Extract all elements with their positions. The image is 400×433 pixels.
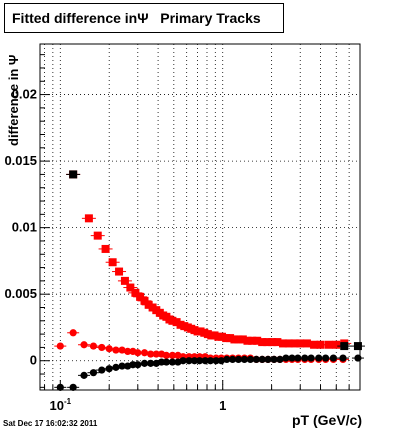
data-point-square <box>238 335 247 344</box>
data-point-circle <box>56 383 64 391</box>
data-point-circle <box>69 383 77 391</box>
data-point-square <box>136 292 145 301</box>
y-tick-label: 0.005 <box>4 286 37 301</box>
y-tick-label: 0 <box>30 353 37 368</box>
data-point-square <box>168 316 177 325</box>
data-point-square <box>131 288 140 297</box>
data-point-circle <box>301 354 309 362</box>
data-point-square <box>273 338 282 347</box>
data-point-circle <box>112 363 120 371</box>
data-point-circle <box>354 354 362 362</box>
data-point-square <box>253 336 262 345</box>
data-point-circle <box>56 342 64 350</box>
data-point-square <box>84 214 93 223</box>
data-point-square <box>324 340 333 349</box>
data-point-circle <box>322 354 330 362</box>
data-point-square <box>218 332 227 341</box>
data-point-square <box>140 296 149 305</box>
data-point-circle <box>112 346 120 354</box>
data-point-square <box>69 170 78 179</box>
data-point-circle <box>276 355 284 363</box>
data-point-square <box>353 342 362 351</box>
title-box: Fitted difference inΨ Primary Tracks <box>4 3 284 33</box>
data-point-circle <box>134 361 142 369</box>
data-point-square <box>93 231 102 240</box>
data-point-square <box>316 340 325 349</box>
data-point-circle <box>80 341 88 349</box>
data-point-circle <box>282 354 290 362</box>
data-point-circle <box>80 371 88 379</box>
data-point-square <box>332 340 341 349</box>
data-point-square <box>108 258 117 267</box>
y-tick-label: 0.01 <box>12 220 37 235</box>
data-point-circle <box>98 366 106 374</box>
data-point-square <box>101 244 110 253</box>
x-tick-label: 10-1 <box>49 397 71 413</box>
y-tick-label: 0.02 <box>12 87 37 102</box>
data-point-circle <box>89 369 98 377</box>
chart-title: Fitted difference inΨ Primary Tracks <box>12 10 261 26</box>
data-point-square <box>302 339 311 348</box>
timestamp: Sat Dec 17 16:02:32 2011 <box>3 419 98 428</box>
data-point-square <box>126 283 135 292</box>
data-point-circle <box>294 354 302 362</box>
x-tick-label: 1 <box>219 398 226 413</box>
data-point-circle <box>307 354 315 362</box>
x-axis-label: pT (GeV/c) <box>291 412 362 428</box>
data-point-circle <box>162 351 170 359</box>
data-point-circle <box>98 343 106 352</box>
tick-labels: 0 0.005 0.01 0.015 0.02 10-1 1 <box>4 87 226 413</box>
data-markers <box>54 170 365 391</box>
data-point-circle <box>134 349 142 357</box>
data-point-square <box>115 267 124 276</box>
data-point-circle <box>329 354 337 362</box>
data-point-circle <box>89 342 98 350</box>
data-point-circle <box>162 358 170 366</box>
data-point-circle <box>105 345 113 353</box>
data-point-square <box>226 334 235 343</box>
data-point-circle <box>69 329 77 337</box>
data-point-square <box>120 276 129 285</box>
data-point-circle <box>140 349 149 357</box>
data-point-square <box>340 342 349 351</box>
data-point-circle <box>315 354 323 362</box>
data-point-circle <box>339 354 347 362</box>
y-axis-label-wrap: difference in Ψ <box>2 48 22 148</box>
data-point-circle <box>140 359 149 367</box>
y-tick-label: 0.015 <box>4 153 37 168</box>
data-point-circle <box>105 365 113 373</box>
y-axis-label: difference in Ψ <box>6 54 21 146</box>
data-point-circle <box>264 355 272 363</box>
